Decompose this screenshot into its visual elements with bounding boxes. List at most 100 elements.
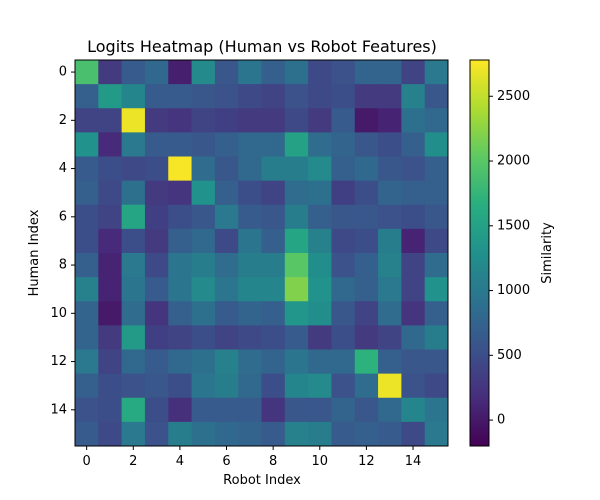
heatmap-cell — [98, 373, 123, 399]
heatmap-cell — [424, 108, 449, 133]
heatmap-cell — [75, 228, 99, 254]
colorbar-tick-label: 500 — [497, 348, 522, 363]
heatmap-cell — [401, 132, 426, 158]
heatmap-frame — [74, 59, 449, 447]
heatmap-cell — [144, 397, 169, 423]
heatmap-cell — [98, 325, 123, 351]
heatmap-cell — [144, 156, 169, 182]
heatmap-cell — [424, 421, 449, 447]
heatmap-cell — [261, 108, 286, 133]
heatmap-cell — [75, 108, 99, 133]
heatmap-cell — [331, 421, 356, 447]
heatmap-cell — [401, 373, 426, 399]
heatmap-cell — [168, 421, 193, 447]
heatmap-cell — [308, 349, 332, 375]
heatmap-cell — [98, 180, 123, 206]
heatmap-cell — [144, 277, 169, 302]
heatmap-cell — [75, 156, 99, 182]
heatmap-cell — [98, 60, 123, 85]
heatmap-cell — [168, 301, 193, 326]
heatmap-cell — [308, 180, 332, 206]
heatmap-cell — [331, 180, 356, 206]
heatmap-cell — [121, 156, 146, 182]
heatmap-cell — [214, 421, 239, 447]
heatmap-cell — [191, 349, 216, 375]
heatmap-cell — [331, 108, 356, 133]
heatmap-cell — [354, 180, 379, 206]
heatmap-cell — [284, 397, 309, 423]
heatmap-cell — [354, 397, 379, 423]
heatmap-cell — [424, 204, 449, 230]
heatmap-cell — [261, 253, 286, 278]
heatmap-cell — [424, 349, 449, 375]
heatmap-cell — [238, 60, 262, 85]
heatmap-cell — [238, 397, 262, 423]
x-tick-label: 8 — [269, 454, 277, 469]
heatmap-cell — [168, 228, 193, 254]
heatmap-cell — [331, 349, 356, 375]
heatmap-cell — [191, 397, 216, 423]
heatmap-cell — [191, 204, 216, 230]
heatmap-cell — [75, 253, 99, 278]
heatmap-cell — [284, 421, 309, 447]
heatmap-cell — [238, 373, 262, 399]
heatmap-cell — [424, 301, 449, 326]
heatmap-cell — [261, 277, 286, 302]
heatmap-cell — [121, 421, 146, 447]
heatmap-cell — [168, 84, 193, 109]
heatmap-cell — [401, 325, 426, 351]
heatmap-cell — [401, 228, 426, 254]
colorbar — [469, 59, 490, 447]
x-axis-ticks: 0 2 4 6 8 10 12 14 — [83, 446, 421, 469]
heatmap-cell — [354, 421, 379, 447]
heatmap-cell — [401, 180, 426, 206]
heatmap-cell — [168, 180, 193, 206]
heatmap-cell — [168, 60, 193, 85]
heatmap-cell — [121, 84, 146, 109]
colorbar-tick-label: 1500 — [497, 218, 530, 233]
heatmap-cell — [214, 397, 239, 423]
heatmap-cell — [75, 301, 99, 326]
colorbar-tick-label: 2000 — [497, 154, 530, 169]
heatmap-cell — [331, 277, 356, 302]
heatmap-cell — [214, 180, 239, 206]
heatmap-cell — [261, 228, 286, 254]
heatmap-cell — [168, 204, 193, 230]
heatmap-cell — [168, 349, 193, 375]
heatmap-cell — [378, 84, 402, 109]
heatmap-cell — [284, 277, 309, 302]
heatmap-cell — [354, 373, 379, 399]
heatmap-cell — [424, 373, 449, 399]
heatmap-cell — [401, 156, 426, 182]
heatmap-cell — [144, 204, 169, 230]
heatmap-cell — [261, 180, 286, 206]
heatmap-cell — [98, 204, 123, 230]
heatmap-cell — [424, 397, 449, 423]
heatmap-cell — [308, 253, 332, 278]
x-tick-label: 0 — [83, 454, 91, 469]
heatmap-cell — [214, 60, 239, 85]
heatmap-cell — [214, 108, 239, 133]
heatmap-cell — [378, 349, 402, 375]
heatmap-cell — [144, 84, 169, 109]
heatmap-cell — [354, 253, 379, 278]
heatmap-cell — [261, 156, 286, 182]
y-tick-label: 10 — [50, 306, 67, 321]
heatmap-cell — [284, 228, 309, 254]
heatmap-cell — [401, 349, 426, 375]
heatmap-cell — [121, 397, 146, 423]
heatmap-cell — [424, 277, 449, 302]
heatmap-cell — [424, 156, 449, 182]
heatmap-cell — [308, 228, 332, 254]
heatmap-cell — [401, 397, 426, 423]
heatmap-cell — [121, 204, 146, 230]
heatmap-cell — [331, 325, 356, 351]
heatmap-cell — [308, 84, 332, 109]
heatmap-cell — [238, 108, 262, 133]
heatmap-cell — [424, 228, 449, 254]
heatmap-cell — [284, 301, 309, 326]
heatmap-cell — [121, 301, 146, 326]
heatmap-cell — [144, 421, 169, 447]
heatmap-cell — [401, 421, 426, 447]
heatmap-cell — [284, 253, 309, 278]
